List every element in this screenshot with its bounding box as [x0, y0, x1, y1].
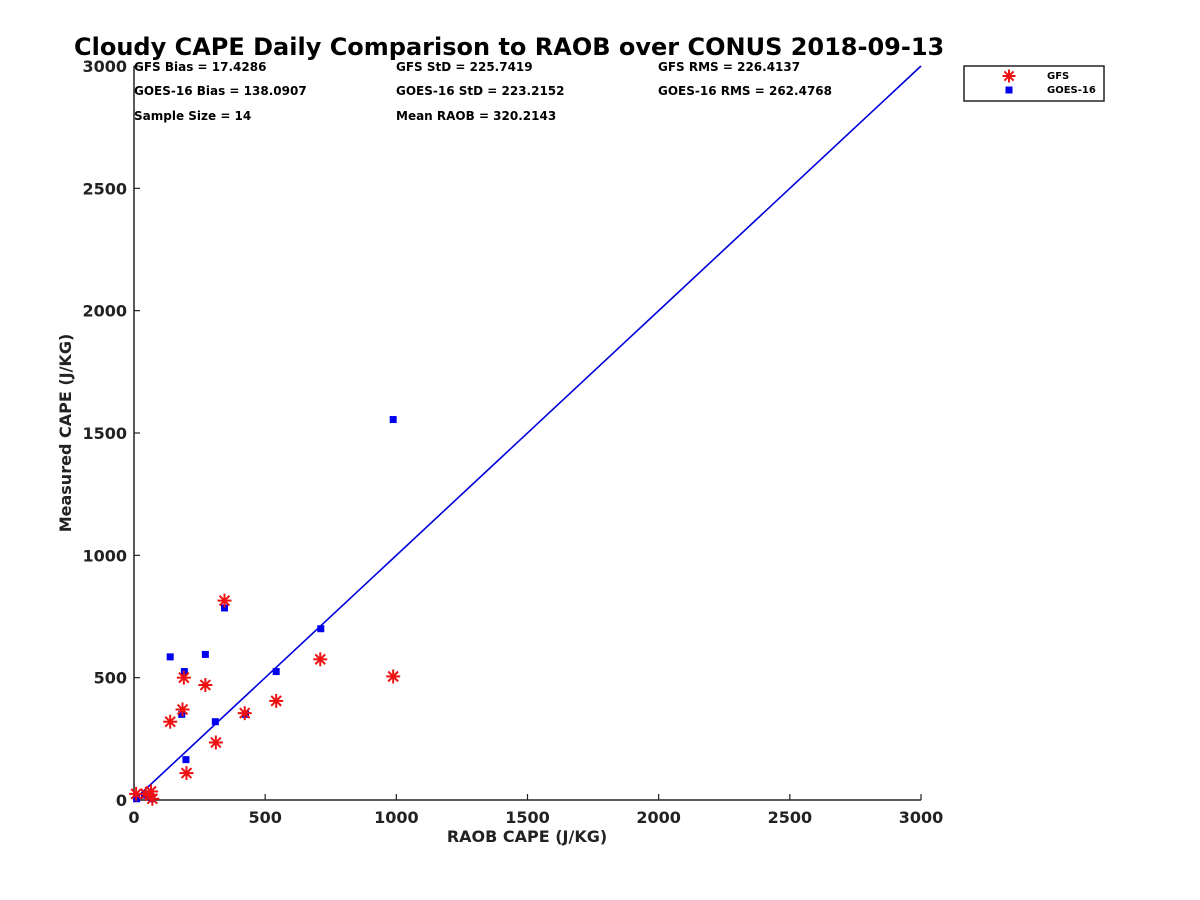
legend-box [963, 65, 1105, 102]
gfs-point [386, 669, 401, 684]
gfs-point [217, 593, 232, 608]
stat-goes-bias: GOES-16 Bias = 138.0907 [134, 84, 307, 98]
gfs-point [237, 706, 252, 721]
goes16-point [272, 668, 280, 676]
stat-gfs-rms: GFS RMS = 226.4137 [658, 60, 800, 74]
x-tick-label: 2500 [768, 808, 813, 827]
goes16-point [221, 604, 229, 612]
stats-panel: GFS Bias = 17.4286 GFS StD = 225.7419 GF… [134, 60, 832, 123]
gfs-point [163, 714, 178, 729]
ticks: 0 500 1000 1500 2000 2500 3000 0 500 1000 1500 2000… [82, 57, 943, 827]
goes16-point [182, 756, 190, 764]
gfs-point [129, 786, 144, 801]
goes16-point [166, 653, 174, 661]
stat-goes-std: GOES-16 StD = 223.2152 [396, 84, 565, 98]
stat-gfs-bias: GFS Bias = 17.4286 [134, 60, 266, 74]
gfs-point [313, 652, 328, 667]
y-axis-label: Measured CAPE (J/KG) [56, 334, 75, 533]
goes16-point [389, 416, 397, 424]
gfs-point [175, 702, 190, 717]
y-tick-label: 500 [94, 669, 127, 688]
goes16-point [201, 650, 209, 658]
legend: GFS GOES-16 [963, 65, 1105, 102]
legend-goes16-label: GOES-16 [1047, 85, 1096, 96]
gfs-point [145, 791, 160, 806]
x-tick-label: 0 [128, 808, 139, 827]
x-axis-label: RAOB CAPE (J/KG) [447, 827, 607, 846]
chart-title: Cloudy CAPE Daily Comparison to RAOB ove… [74, 33, 944, 61]
gfs-point [269, 693, 284, 708]
legend-gfs-asterisk [1002, 69, 1016, 83]
stat-gfs-std: GFS StD = 225.7419 [396, 60, 533, 74]
y-tick-label: 1000 [82, 546, 127, 565]
stat-goes-rms: GOES-16 RMS = 262.4768 [658, 84, 832, 98]
x-tick-label: 1500 [505, 808, 550, 827]
stat-sample-size: Sample Size = 14 [134, 109, 251, 123]
y-tick-label: 3000 [82, 57, 127, 76]
goes16-point [211, 718, 219, 726]
series-gfs [129, 593, 401, 806]
y-tick-label: 1500 [82, 424, 127, 443]
y-tick-label: 0 [116, 791, 127, 810]
legend-gfs-label: GFS [1047, 71, 1069, 82]
gfs-point [208, 735, 223, 750]
legend-gfs-marker [1002, 69, 1016, 83]
goes16-point [317, 625, 325, 633]
gfs-point [198, 678, 213, 693]
legend-goes16-marker [1005, 86, 1013, 94]
one-to-one-line [133, 65, 922, 801]
stat-mean-raob: Mean RAOB = 320.2143 [396, 109, 556, 123]
series-goes16 [133, 416, 397, 803]
y-tick-label: 2000 [82, 302, 127, 321]
x-tick-label: 1000 [374, 808, 419, 827]
x-tick-label: 2000 [636, 808, 681, 827]
x-tick-label: 500 [248, 808, 281, 827]
gfs-point [176, 670, 191, 685]
x-tick-label: 3000 [899, 808, 944, 827]
gfs-point [179, 766, 194, 781]
y-tick-label: 2500 [82, 179, 127, 198]
